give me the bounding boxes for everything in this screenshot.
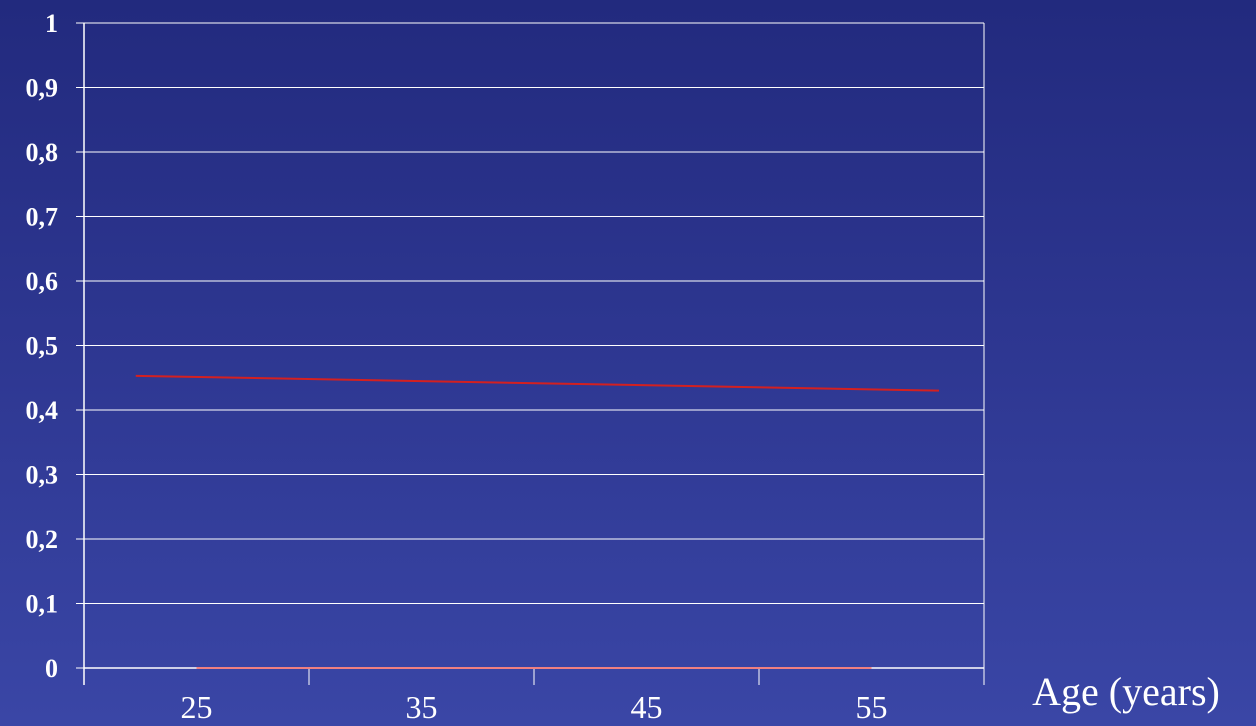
y-tick-labels: 0 0,1 0,2 0,3 0,4 0,5 0,6 0,7 0,8 0,9 1 — [26, 9, 59, 683]
x-axis-label: Age (years) — [1032, 669, 1220, 714]
axes — [76, 22, 985, 685]
y-tick-label: 0 — [45, 654, 58, 683]
y-tick-label: 0,6 — [26, 267, 59, 296]
y-tick-label: 0,7 — [26, 203, 59, 232]
x-tick-label: 35 — [406, 689, 438, 725]
grid-lines — [84, 22, 984, 669]
series-lines — [135, 374, 940, 669]
y-tick-label: 0,3 — [26, 461, 59, 490]
x-tick-label: 25 — [181, 689, 213, 725]
x-tick-labels: 25 35 45 55 — [181, 689, 888, 725]
y-tick-label: 0,8 — [26, 138, 59, 167]
y-tick-label: 0,4 — [26, 396, 59, 425]
x-tick-label: 45 — [631, 689, 663, 725]
y-tick-label: 1 — [45, 9, 58, 38]
y-tick-label: 0,1 — [26, 590, 59, 619]
series-line-1 — [135, 374, 940, 392]
y-tick-label: 0,2 — [26, 525, 59, 554]
y-tick-label: 0,9 — [26, 74, 59, 103]
x-tick-label: 55 — [856, 689, 888, 725]
y-tick-label: 0,5 — [26, 332, 59, 361]
